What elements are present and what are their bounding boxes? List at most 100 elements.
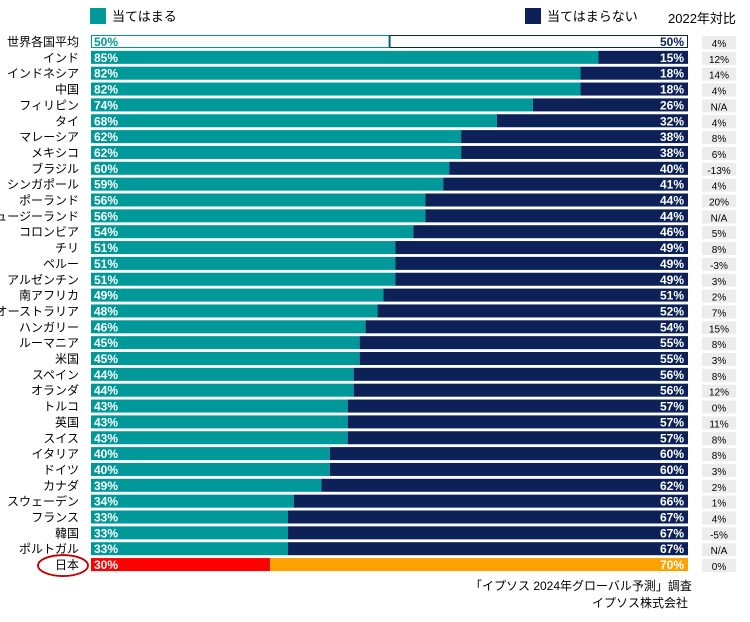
change-cell [702, 400, 736, 414]
value-label-disagree: 62% [660, 479, 684, 493]
value-label-disagree: 55% [660, 336, 684, 350]
bar-disagree [321, 478, 688, 492]
value-label-disagree: 67% [660, 542, 684, 556]
country-label: 米国 [55, 352, 79, 366]
value-label-disagree: 60% [660, 447, 684, 461]
value-label-disagree: 51% [660, 289, 684, 303]
country-label: コロンビア [19, 225, 79, 239]
change-value: 5% [712, 229, 727, 240]
bar-disagree [347, 431, 688, 445]
value-label-disagree: 67% [660, 526, 684, 540]
legend-agree-swatch [90, 7, 106, 24]
country-label: スウェーデン [7, 494, 79, 509]
country-label: インドネシア [7, 67, 79, 81]
value-label-agree: 82% [94, 83, 118, 97]
change-cell [702, 146, 736, 160]
bar-agree [91, 367, 354, 381]
change-value: 4% [712, 182, 727, 193]
value-label-agree: 48% [94, 304, 118, 318]
change-cell [702, 479, 736, 493]
value-label-agree: 82% [94, 67, 118, 81]
bar-agree [91, 66, 581, 80]
country-label: タイ [55, 114, 79, 128]
country-label: スイス [43, 431, 79, 445]
bar-agree [91, 415, 348, 429]
bar-agree [91, 256, 396, 270]
value-label-agree: 62% [94, 130, 118, 144]
bar-disagree [383, 288, 688, 302]
change-value: 15% [709, 324, 729, 335]
change-value: 0% [712, 404, 727, 415]
legend-agree-label: 当てはまる [112, 9, 177, 24]
bar-disagree [347, 415, 688, 429]
bar-disagree [359, 352, 688, 365]
value-label-agree: 51% [94, 241, 118, 255]
country-label: ルーマニア [19, 336, 79, 350]
value-label-disagree: 38% [660, 146, 684, 160]
change-value: 12% [709, 388, 729, 399]
value-label-agree: 68% [94, 114, 118, 128]
bar-agree [91, 478, 322, 492]
change-value: 20% [709, 198, 729, 209]
country-label: 韓国 [55, 526, 79, 540]
value-label-disagree: 44% [660, 194, 684, 208]
country-label: 世界各国平均 [7, 34, 79, 49]
value-label-disagree: 57% [660, 400, 684, 414]
country-label: ペルー [43, 257, 79, 271]
value-label-disagree: 50% [660, 35, 684, 49]
change-value: 6% [712, 150, 727, 161]
change-cell [702, 416, 736, 430]
country-label: フランス [31, 511, 79, 525]
value-label-disagree: 67% [660, 511, 684, 525]
source-note: 「イプソス 2024年グローバル予測」調査 イプソス株式会社 [470, 578, 692, 612]
bar-disagree [461, 130, 688, 144]
change-value: N/A [711, 102, 728, 113]
change-cell [702, 289, 736, 303]
country-label: 中国 [55, 82, 79, 97]
value-label-disagree: 52% [660, 304, 684, 318]
country-label: オランダ [31, 383, 79, 398]
bar-disagree [425, 209, 688, 223]
bar-agree [91, 35, 390, 48]
value-label-agree: 56% [94, 194, 118, 208]
change-value: -5% [710, 530, 728, 541]
country-label: オーストラリア [0, 304, 79, 318]
country-label: メキシコ [31, 146, 79, 160]
value-label-disagree: 26% [660, 98, 684, 112]
bar-agree [91, 82, 581, 96]
country-label: マレーシア [19, 130, 79, 144]
change-value: 11% [709, 419, 728, 430]
value-label-agree: 44% [94, 384, 118, 398]
change-cell [702, 511, 736, 525]
change-cell [702, 321, 736, 335]
bar-disagree [359, 336, 688, 350]
bar-disagree [532, 98, 688, 112]
change-cell [702, 257, 736, 271]
change-value: 8% [712, 372, 727, 383]
value-label-disagree: 40% [660, 162, 684, 176]
value-label-agree: 33% [94, 542, 118, 556]
change-cell [702, 36, 736, 49]
bar-disagree [288, 510, 688, 524]
change-cell [702, 527, 736, 541]
bar-disagree [329, 447, 688, 461]
change-cell [702, 384, 736, 398]
bar-agree [91, 161, 450, 175]
change-cell [702, 559, 736, 573]
value-label-disagree: 57% [660, 431, 684, 445]
country-label: ポルトガル [19, 542, 79, 556]
value-label-disagree: 49% [660, 241, 684, 255]
bar-agree [91, 494, 294, 508]
value-label-agree: 40% [94, 447, 118, 461]
value-label-agree: 51% [94, 257, 118, 271]
change-cell [702, 162, 736, 176]
value-label-agree: 30% [94, 558, 118, 572]
source-line-2: イプソス株式会社 [591, 596, 688, 610]
value-label-agree: 46% [94, 320, 118, 334]
country-label: ハンガリー [19, 320, 79, 334]
value-label-agree: 59% [94, 178, 118, 192]
change-cell [702, 51, 736, 65]
value-label-agree: 62% [94, 146, 118, 160]
